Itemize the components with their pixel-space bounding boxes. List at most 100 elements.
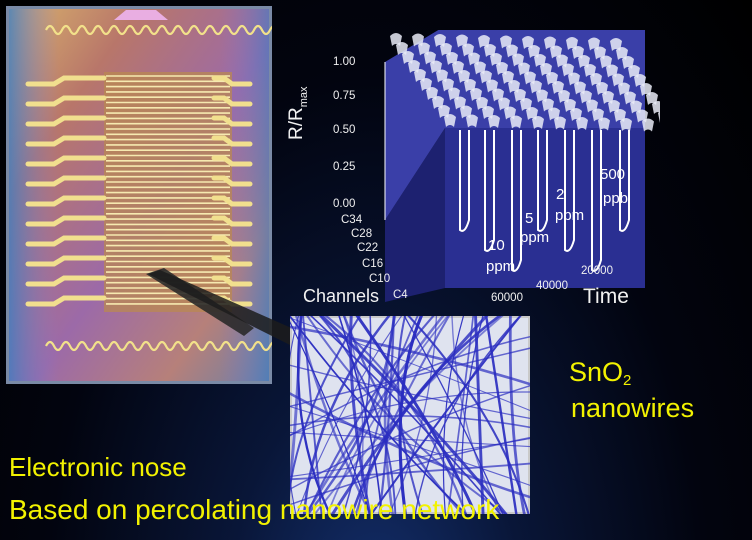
surface-ridge — [510, 115, 522, 129]
nanowire — [342, 316, 372, 514]
surface-ridge — [620, 118, 632, 131]
surface-ridge — [576, 117, 588, 130]
surface-ridge — [598, 117, 610, 131]
response-plot — [384, 30, 660, 302]
nanowire — [290, 392, 530, 499]
right-lead — [211, 115, 253, 127]
concentration-value: 2 — [556, 186, 565, 203]
nanowire — [414, 316, 521, 514]
nanowire — [290, 336, 530, 437]
nanowire — [290, 385, 530, 490]
y-tick-label: 0.25 — [333, 161, 356, 173]
surface-ridge — [658, 111, 660, 123]
right-lead — [211, 155, 253, 167]
time-axis-label: Time — [583, 285, 629, 308]
surface-ridge — [554, 116, 566, 130]
plot-ridges — [390, 33, 660, 132]
plot-dips — [459, 130, 630, 272]
nanowire — [313, 316, 504, 514]
y-tick-label: 1.00 — [333, 56, 356, 68]
nanowire — [330, 316, 489, 514]
y-axis-label: R/Rmax — [286, 86, 310, 140]
left-lead — [25, 115, 107, 127]
left-lead — [25, 255, 107, 267]
response-dip — [619, 130, 630, 232]
channel-tick-label: C22 — [357, 242, 379, 254]
surface-ridge — [444, 114, 456, 127]
concentration-value: 10 — [488, 237, 505, 254]
nanowire-micrograph — [290, 316, 530, 514]
right-lead — [211, 255, 253, 267]
left-lead — [25, 135, 107, 147]
left-lead — [25, 195, 107, 207]
right-lead — [211, 175, 253, 187]
nanowires-label: nanowires — [571, 393, 695, 423]
left-lead — [25, 95, 107, 107]
right-lead — [211, 235, 253, 247]
channels-axis-label: Channels — [303, 286, 380, 306]
nanowire — [296, 316, 403, 514]
plot-side-face — [385, 128, 445, 302]
nanowire — [370, 316, 522, 514]
nanowire — [446, 316, 475, 514]
concentration-unit: ppb — [603, 190, 629, 207]
time-tick-label: 40000 — [536, 280, 568, 292]
right-lead — [211, 135, 253, 147]
concentration-unit: ppm — [555, 207, 585, 224]
nanowire — [290, 415, 530, 429]
right-lead — [211, 195, 253, 207]
left-lead — [25, 275, 107, 287]
channel-tick-label: C28 — [351, 228, 373, 240]
channel-tick-label: C10 — [369, 273, 391, 285]
right-lead — [211, 95, 253, 107]
left-lead — [25, 235, 107, 247]
sno2-label: SnO2 — [569, 357, 632, 389]
nanowire — [290, 317, 530, 411]
left-lead — [25, 175, 107, 187]
nanowire — [290, 325, 530, 386]
surface-ridge — [532, 116, 544, 129]
chip-photo — [6, 6, 272, 384]
response-dip — [537, 130, 548, 232]
nanowire — [319, 316, 508, 514]
left-lead — [25, 295, 107, 307]
y-tick-label: 0.50 — [333, 124, 356, 136]
response-dip — [511, 130, 522, 272]
surface-ridge — [466, 114, 478, 128]
right-lead — [211, 75, 253, 87]
y-tick-label: 0.00 — [333, 198, 356, 210]
surface-ridge — [652, 101, 660, 114]
time-tick-label: 60000 — [491, 292, 523, 304]
y-tick-label: 0.75 — [333, 90, 356, 102]
response-dip — [591, 130, 602, 272]
nanowire — [290, 347, 530, 408]
title-line-2: Based on percolating nanowire network — [9, 494, 500, 525]
nanowire — [290, 364, 530, 420]
right-lead — [211, 215, 253, 227]
nanowire — [508, 316, 526, 514]
time-tick-label: 20000 — [581, 265, 613, 277]
nanowire — [290, 437, 530, 478]
nanowire — [324, 316, 468, 514]
response-dip — [484, 130, 495, 252]
nanowire — [290, 406, 530, 486]
nanowire — [403, 316, 504, 514]
nanowire — [349, 316, 372, 514]
channel-tick-label: C4 — [393, 289, 408, 301]
nanowire — [290, 316, 300, 514]
channel-tick-label: C16 — [362, 258, 384, 270]
nanowire — [295, 316, 372, 514]
nanowire — [442, 316, 465, 514]
chip-wiggle — [45, 24, 272, 36]
nanowire — [484, 316, 518, 514]
channel-tick-label: C34 — [341, 214, 363, 226]
concentration-value: 500 — [600, 166, 626, 183]
plot-front-face — [445, 128, 645, 288]
nanowire — [296, 316, 332, 514]
nanowire — [290, 462, 530, 481]
response-dip — [459, 130, 470, 232]
surface-ridge — [488, 115, 500, 128]
surface-ridge — [642, 118, 654, 132]
title-line-1: Electronic nose — [9, 452, 187, 482]
